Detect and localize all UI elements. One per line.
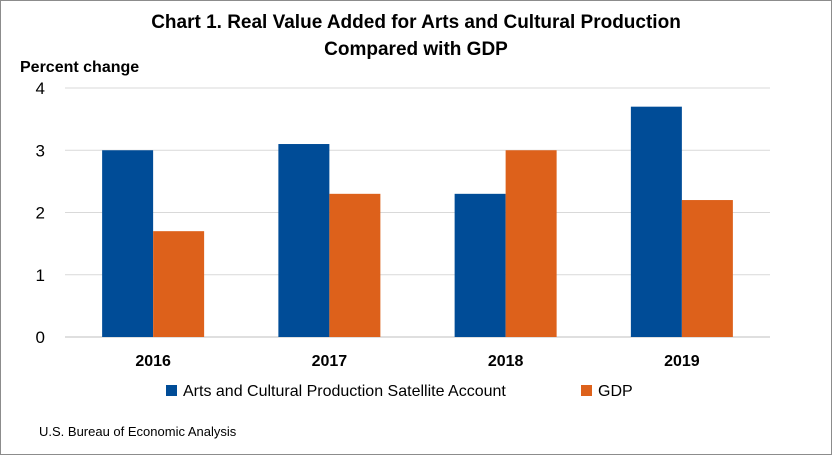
x-tick-label: 2016 <box>135 353 171 370</box>
bar-arts-2018 <box>454 193 506 337</box>
legend-swatch-arts <box>166 385 177 396</box>
x-tick-label: 2017 <box>312 353 348 370</box>
x-tick-label: 2019 <box>664 353 700 370</box>
bar-arts-2019 <box>630 106 682 337</box>
x-tick-label: 2018 <box>488 353 524 370</box>
legend-label-gdp: GDP <box>598 383 633 400</box>
source-note: U.S. Bureau of Economic Analysis <box>39 424 237 439</box>
legend-label-arts: Arts and Cultural Production Satellite A… <box>183 383 506 400</box>
bar-gdp-2019 <box>681 200 733 337</box>
legend-swatch-gdp <box>581 385 592 396</box>
y-tick-label: 3 <box>36 141 45 160</box>
y-tick-label: 4 <box>36 79 45 98</box>
y-axis-label: Percent change <box>20 59 139 76</box>
legend: Arts and Cultural Production Satellite A… <box>166 383 633 400</box>
y-tick-label: 2 <box>36 204 45 223</box>
bar-gdp-2018 <box>505 150 557 337</box>
y-tick-label: 1 <box>36 266 45 285</box>
y-tick-label: 0 <box>36 328 45 347</box>
chart-title-line2: Compared with GDP <box>324 39 508 60</box>
bar-gdp-2017 <box>329 193 381 337</box>
bar-arts-2016 <box>102 150 154 337</box>
bar-gdp-2016 <box>153 231 205 337</box>
chart-title-line1: Chart 1. Real Value Added for Arts and C… <box>151 12 681 33</box>
bar-arts-2017 <box>278 144 330 337</box>
